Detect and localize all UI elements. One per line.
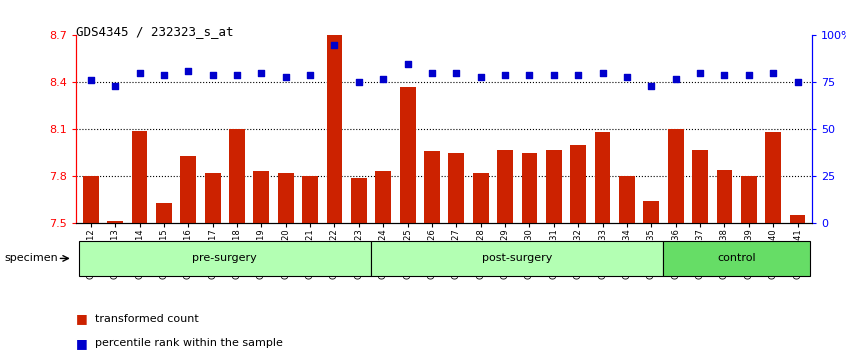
Point: [279, 74, 293, 80]
Point: [474, 74, 487, 80]
Bar: [448, 153, 464, 223]
Point: [182, 68, 195, 74]
Point: [742, 72, 755, 78]
Point: [108, 83, 122, 89]
Point: [766, 70, 780, 76]
Point: [693, 70, 706, 76]
Text: percentile rank within the sample: percentile rank within the sample: [95, 338, 283, 348]
Bar: [327, 35, 343, 223]
Point: [523, 72, 536, 78]
Point: [133, 70, 146, 76]
Point: [596, 70, 609, 76]
Bar: [229, 129, 244, 223]
FancyBboxPatch shape: [371, 241, 663, 276]
Bar: [521, 153, 537, 223]
Bar: [254, 171, 269, 223]
Bar: [376, 171, 391, 223]
Point: [449, 70, 463, 76]
Bar: [107, 222, 123, 223]
Point: [157, 72, 171, 78]
Text: specimen: specimen: [4, 253, 58, 263]
Bar: [399, 87, 415, 223]
Bar: [546, 149, 562, 223]
Point: [620, 74, 634, 80]
Bar: [83, 176, 99, 223]
Point: [426, 70, 439, 76]
Point: [376, 76, 390, 81]
Text: ■: ■: [76, 337, 88, 350]
Point: [304, 72, 317, 78]
Bar: [473, 173, 489, 223]
Point: [230, 72, 244, 78]
Bar: [667, 129, 684, 223]
Point: [255, 70, 268, 76]
Text: post-surgery: post-surgery: [482, 253, 552, 263]
Text: transformed count: transformed count: [95, 314, 199, 324]
Point: [84, 78, 97, 83]
Point: [206, 72, 219, 78]
Point: [717, 72, 731, 78]
Point: [645, 83, 658, 89]
Text: GDS4345 / 232323_s_at: GDS4345 / 232323_s_at: [76, 25, 233, 38]
Point: [327, 42, 341, 47]
Text: pre-surgery: pre-surgery: [192, 253, 257, 263]
Bar: [277, 173, 294, 223]
Text: control: control: [717, 253, 756, 263]
Bar: [156, 203, 172, 223]
Point: [571, 72, 585, 78]
Point: [401, 61, 415, 67]
Bar: [766, 132, 781, 223]
Bar: [351, 178, 367, 223]
Text: ■: ■: [76, 312, 88, 325]
Bar: [595, 132, 611, 223]
Point: [791, 79, 805, 85]
Bar: [570, 145, 586, 223]
Bar: [302, 176, 318, 223]
Bar: [132, 131, 147, 223]
Bar: [789, 215, 805, 223]
Bar: [497, 149, 513, 223]
Bar: [424, 151, 440, 223]
FancyBboxPatch shape: [79, 241, 371, 276]
Bar: [644, 201, 659, 223]
Point: [352, 79, 365, 85]
Bar: [180, 156, 196, 223]
FancyBboxPatch shape: [663, 241, 810, 276]
Bar: [619, 176, 634, 223]
Point: [547, 72, 561, 78]
Bar: [205, 173, 221, 223]
Point: [498, 72, 512, 78]
Point: [669, 76, 683, 81]
Bar: [741, 176, 756, 223]
Bar: [692, 149, 708, 223]
Bar: [717, 170, 733, 223]
